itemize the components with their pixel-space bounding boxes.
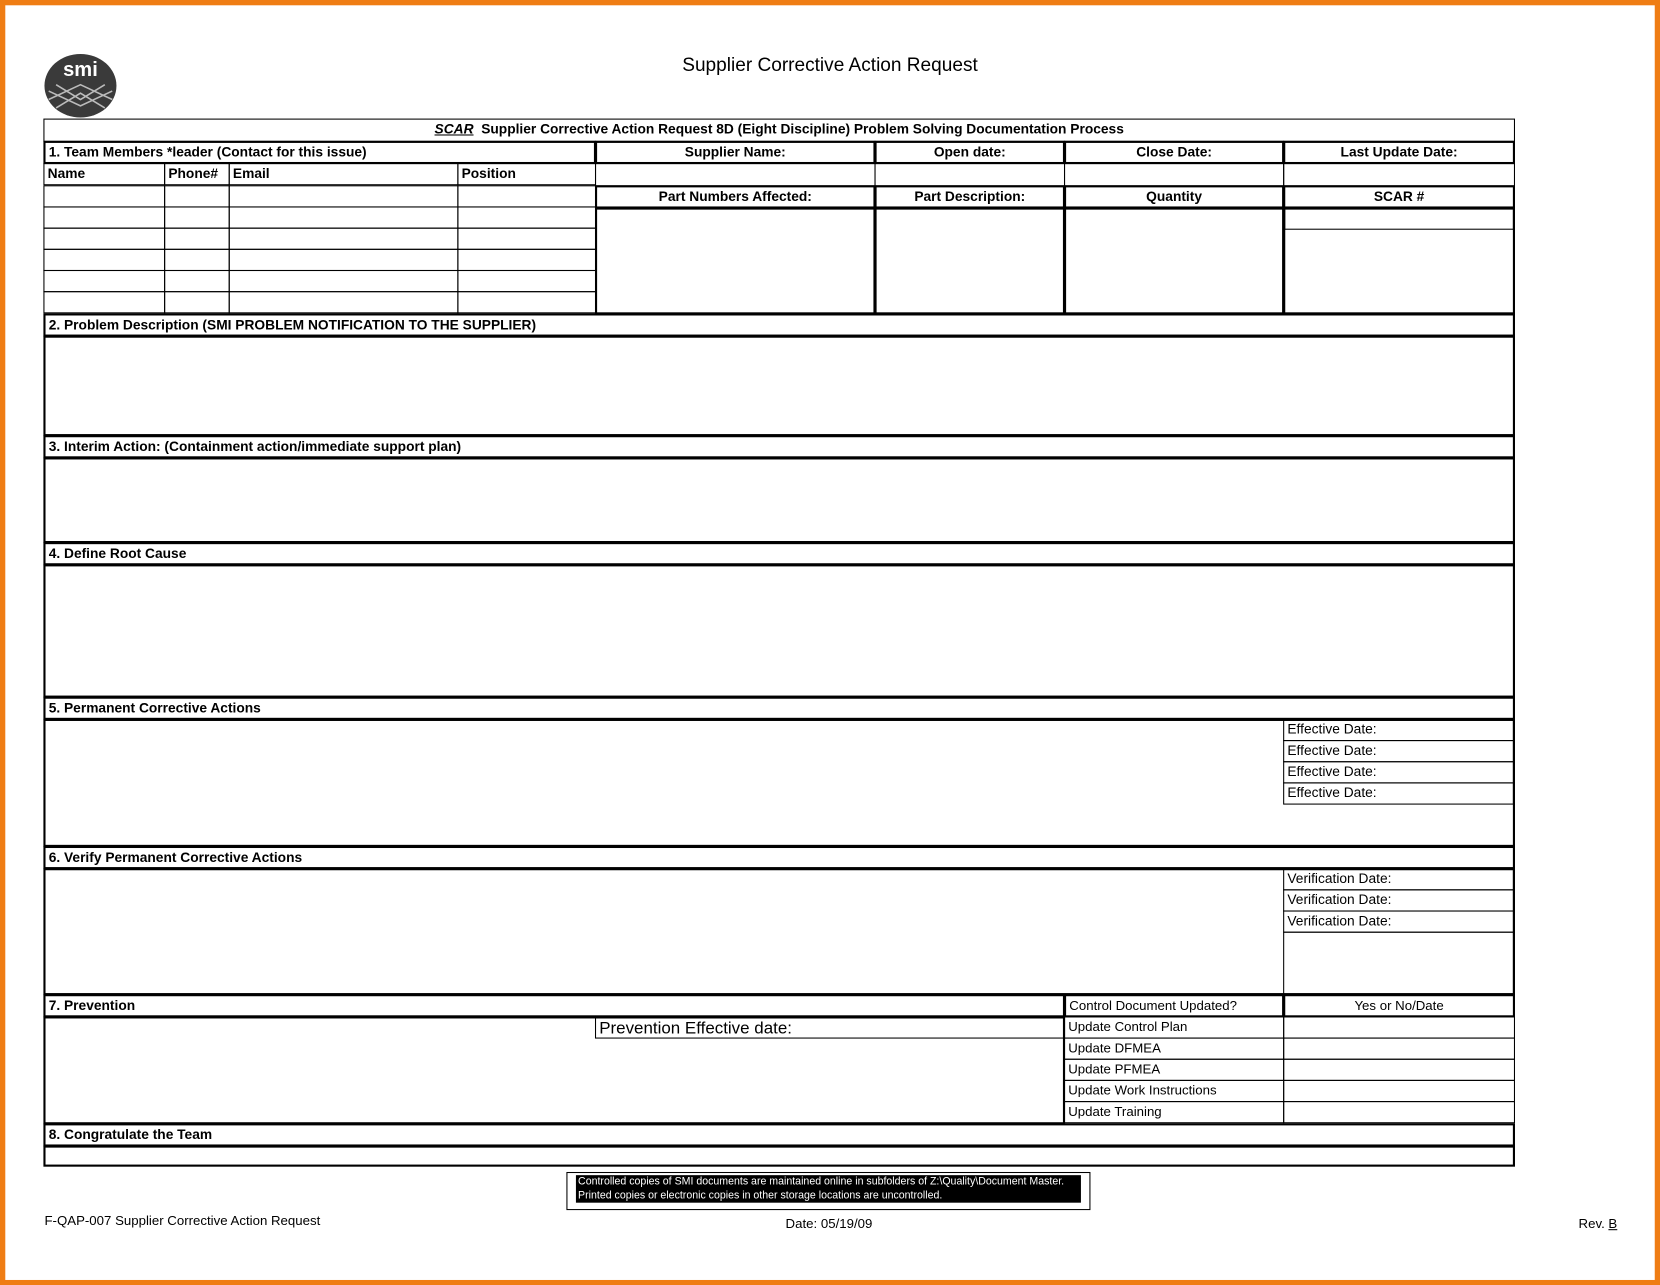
team-phone-cell[interactable] <box>164 227 230 250</box>
team-name-cell[interactable] <box>43 227 166 250</box>
team-phone-cell[interactable] <box>164 185 230 208</box>
prevention-item-value[interactable] <box>1283 1037 1515 1060</box>
revision: Rev. B <box>1578 1216 1618 1232</box>
team-name-cell[interactable] <box>43 291 166 314</box>
document-date: Date: 05/19/09 <box>785 1216 873 1232</box>
prevention-item-label: Update Work Instructions <box>1063 1079 1285 1103</box>
open-date-field[interactable] <box>874 163 1066 187</box>
team-members-label: 1. Team Members *leader (Contact for thi… <box>43 140 597 165</box>
part-numbers-field[interactable] <box>594 207 876 315</box>
team-email-cell[interactable] <box>228 206 459 229</box>
section-3-header: 3. Interim Action: (Containment action/i… <box>43 435 1515 459</box>
verification-box[interactable] <box>1283 931 1514 996</box>
section-7-header: 7. Prevention <box>43 994 1066 1018</box>
scar-number-label: SCAR # <box>1283 185 1515 209</box>
root-cause-field[interactable] <box>43 564 1515 698</box>
quantity-label: Quantity <box>1063 185 1285 209</box>
section-5-header: 5. Permanent Corrective Actions <box>43 696 1515 720</box>
section-6-header: 6. Verify Permanent Corrective Actions <box>43 845 1515 870</box>
effective-date-field[interactable]: Effective Date: <box>1283 740 1514 763</box>
team-position-cell[interactable] <box>457 269 597 293</box>
prevention-item-label: Update Control Plan <box>1063 1016 1285 1039</box>
team-position-cell[interactable] <box>457 206 597 229</box>
prevention-item-value[interactable] <box>1283 1101 1515 1124</box>
prevention-item-value[interactable] <box>1283 1079 1515 1103</box>
quantity-field[interactable] <box>1063 207 1285 315</box>
part-description-field[interactable] <box>874 207 1066 315</box>
smi-logo: smi <box>43 53 117 119</box>
team-phone-cell[interactable] <box>164 291 230 314</box>
part-numbers-label: Part Numbers Affected: <box>594 185 876 209</box>
team-email-cell[interactable] <box>228 185 459 208</box>
yes-no-label: Yes or No/Date <box>1283 994 1515 1018</box>
team-name-cell[interactable] <box>43 269 166 293</box>
prevention-item-label: Update Training <box>1063 1101 1285 1124</box>
scar-header: SCAR Supplier Corrective Action Request … <box>43 118 1515 142</box>
section-4-header: 4. Define Root Cause <box>43 542 1515 566</box>
team-email-cell[interactable] <box>228 248 459 272</box>
prevention-item-label: Update DFMEA <box>1063 1037 1285 1060</box>
team-email-cell[interactable] <box>228 291 459 314</box>
last-update-label: Last Update Date: <box>1283 140 1515 165</box>
congratulate-field[interactable] <box>43 1145 1515 1167</box>
open-date-label: Open date: <box>874 140 1066 165</box>
verification-date-field[interactable]: Verification Date: <box>1283 868 1514 891</box>
col-name: Name <box>43 163 166 186</box>
col-position: Position <box>457 163 597 186</box>
team-phone-cell[interactable] <box>164 206 230 229</box>
section-8-header: 8. Congratulate the Team <box>43 1123 1515 1147</box>
prevention-item-label: Update PFMEA <box>1063 1058 1285 1081</box>
form-id: F-QAP-007 Supplier Corrective Action Req… <box>44 1213 321 1229</box>
team-name-cell[interactable] <box>43 248 166 272</box>
team-email-cell[interactable] <box>228 227 459 250</box>
last-update-field[interactable] <box>1283 163 1515 187</box>
team-name-cell[interactable] <box>43 185 166 208</box>
effective-date-field[interactable]: Effective Date: <box>1283 761 1514 784</box>
supplier-name-label: Supplier Name: <box>594 140 876 165</box>
effective-date-field[interactable]: Effective Date: <box>1283 718 1514 742</box>
team-phone-cell[interactable] <box>164 248 230 272</box>
verification-date-field[interactable]: Verification Date: <box>1283 910 1514 933</box>
team-position-cell[interactable] <box>457 248 597 272</box>
problem-description-field[interactable] <box>43 335 1515 437</box>
prevention-effective-date[interactable]: Prevention Effective date: <box>594 1017 1066 1039</box>
team-position-cell[interactable] <box>457 291 597 314</box>
col-phone: Phone# <box>164 163 230 186</box>
section-2-header: 2. Problem Description (SMI PROBLEM NOTI… <box>43 313 1515 337</box>
page-title: Supplier Corrective Action Request <box>682 53 978 76</box>
prevention-item-value[interactable] <box>1283 1058 1515 1081</box>
part-description-label: Part Description: <box>874 185 1066 209</box>
team-name-cell[interactable] <box>43 206 166 229</box>
prevention-item-value[interactable] <box>1283 1016 1515 1039</box>
close-date-field[interactable] <box>1063 163 1285 187</box>
verification-date-field[interactable]: Verification Date: <box>1283 889 1514 912</box>
supplier-name-field[interactable] <box>594 163 876 187</box>
team-position-cell[interactable] <box>457 227 597 250</box>
control-doc-label: Control Document Updated? <box>1063 994 1285 1018</box>
team-email-cell[interactable] <box>228 269 459 293</box>
control-notice-text: Controlled copies of SMI documents are m… <box>575 1175 1081 1203</box>
team-phone-cell[interactable] <box>164 269 230 293</box>
control-notice-box: Controlled copies of SMI documents are m… <box>566 1171 1091 1211</box>
col-email: Email <box>228 163 459 186</box>
scar-number-subrow[interactable] <box>1284 207 1514 230</box>
close-date-label: Close Date: <box>1063 140 1285 165</box>
interim-action-field[interactable] <box>43 457 1515 544</box>
team-position-cell[interactable] <box>457 185 597 208</box>
effective-date-field[interactable]: Effective Date: <box>1283 782 1514 805</box>
